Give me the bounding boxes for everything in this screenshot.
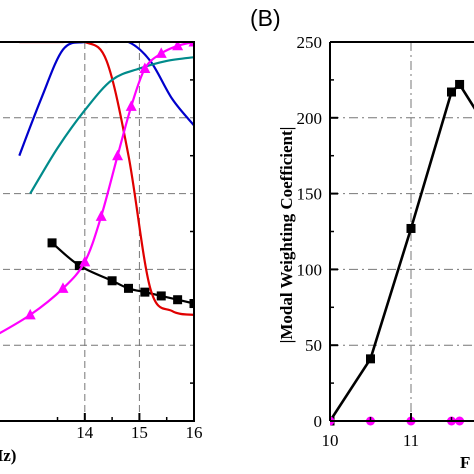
panel-b-label: (B): [250, 5, 281, 31]
series-marker: [47, 238, 57, 248]
series-marker: [123, 283, 133, 293]
y-tick-label: 100: [297, 260, 323, 279]
y-tick-label: 250: [297, 33, 323, 52]
series-marker: [74, 261, 84, 271]
panel-a: 14 15 16: [0, 41, 203, 442]
panel-b-x-axis-title: F: [460, 453, 470, 472]
panel-b: 0 50 100 150 200 250 10 11: [297, 33, 474, 450]
series-marker: [95, 210, 107, 221]
x-tick-label: 14: [76, 423, 94, 442]
series-marker: [406, 223, 416, 233]
series-marker: [107, 276, 117, 286]
y-tick-label: 150: [297, 185, 323, 204]
series-marker: [57, 282, 69, 293]
series-marker: [188, 42, 194, 47]
series-marker: [79, 255, 91, 267]
curves: [330, 79, 474, 426]
series-line: [51, 242, 194, 305]
series-line: [330, 82, 474, 422]
series-line: [19, 42, 194, 316]
y-tick-label: 50: [305, 336, 322, 355]
series-marker: [125, 100, 137, 111]
panel-b-y-axis-title: |Modal Weighting Coefficient|: [277, 127, 296, 344]
series-marker: [156, 291, 166, 301]
series-marker: [140, 287, 150, 297]
series-marker: [139, 62, 151, 74]
y-tick-label: 200: [297, 109, 323, 128]
series-marker: [172, 42, 184, 51]
curves: [0, 42, 194, 335]
x-tick-label: 15: [131, 423, 148, 442]
series-marker: [447, 87, 456, 97]
series-marker: [455, 79, 465, 89]
series-marker: [173, 295, 183, 305]
series-marker: [366, 354, 375, 364]
series-marker: [112, 149, 124, 161]
panel-a-x-axis-title: Hz): [0, 446, 16, 465]
x-tick-label: 16: [186, 423, 203, 442]
series-marker: [155, 47, 167, 58]
series-marker: [189, 299, 194, 309]
x-tick-label: 11: [403, 431, 419, 450]
series-line: [18, 42, 194, 157]
y-tick-label: 0: [314, 412, 323, 431]
x-tick-label: 10: [322, 431, 339, 450]
series-line: [29, 56, 194, 195]
series-marker: [24, 308, 36, 320]
